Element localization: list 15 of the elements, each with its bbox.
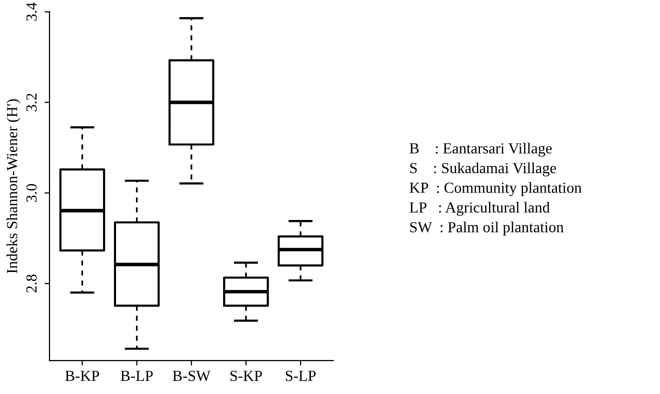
y-tick-label: 3.0 [26,184,37,202]
y-tick-label: 2.8 [26,274,37,292]
x-tick-label: B-KP [65,370,100,381]
text: B : Eantarsari Village [410,142,552,157]
y-tick-label: 3.4 [26,2,37,21]
text: LP : Agricultural land [410,202,550,216]
x-tick-label: B-SW [172,370,210,382]
x-tick-label: B-LP [120,370,153,381]
y-axis-title: Indeks Shannon-Wiener (H') [6,99,20,274]
text: S : Sukadamai Village [410,162,556,176]
y-tick-label: 3.2 [26,94,37,112]
text: SW : Palm oil plantation [410,222,564,236]
x-tick-label: S-KP [230,370,262,381]
text: KP : Community plantation [410,182,582,196]
x-tick-label: S-LP [286,370,316,381]
